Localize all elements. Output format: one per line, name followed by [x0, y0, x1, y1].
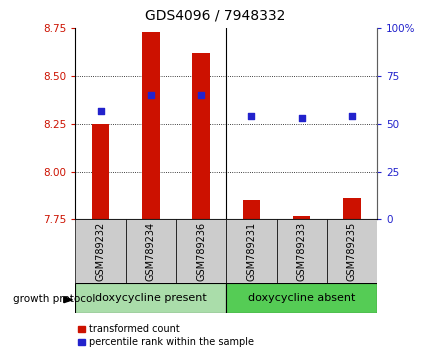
Text: GSM789231: GSM789231: [246, 222, 256, 281]
Bar: [142, 32, 159, 219]
Bar: [226, 219, 276, 283]
Point: [247, 113, 254, 119]
Text: GDS4096 / 7948332: GDS4096 / 7948332: [145, 9, 285, 23]
Bar: [75, 219, 126, 283]
Bar: [292, 216, 310, 219]
Bar: [342, 199, 360, 219]
Point: [197, 92, 204, 98]
Bar: [226, 283, 376, 313]
Bar: [276, 219, 326, 283]
Point: [298, 115, 304, 121]
Bar: [175, 219, 226, 283]
Text: doxycycline present: doxycycline present: [95, 293, 206, 303]
Point: [348, 113, 355, 119]
Polygon shape: [64, 297, 72, 303]
Bar: [126, 219, 175, 283]
Text: doxycycline absent: doxycycline absent: [247, 293, 355, 303]
Point: [97, 108, 104, 113]
Text: GSM789235: GSM789235: [346, 222, 356, 281]
Text: GSM789234: GSM789234: [145, 222, 156, 281]
Text: GSM789236: GSM789236: [196, 222, 206, 281]
Bar: [192, 53, 209, 219]
Text: GSM789233: GSM789233: [296, 222, 306, 281]
Bar: [326, 219, 376, 283]
Text: growth protocol: growth protocol: [13, 294, 95, 304]
Bar: [92, 124, 109, 219]
Legend: transformed count, percentile rank within the sample: transformed count, percentile rank withi…: [78, 325, 253, 347]
Point: [147, 92, 154, 98]
Bar: [75, 283, 226, 313]
Bar: [242, 200, 260, 219]
Text: GSM789232: GSM789232: [95, 222, 105, 281]
